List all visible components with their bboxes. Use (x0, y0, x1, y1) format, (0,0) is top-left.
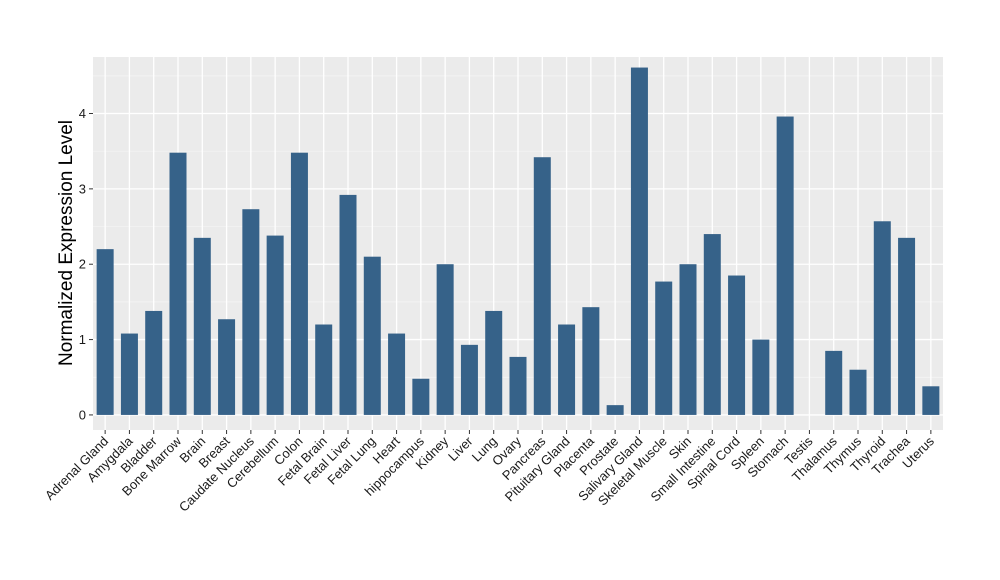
bar-thymus (849, 369, 867, 415)
bar-fetal-brain (315, 324, 333, 415)
bar-skin (679, 264, 697, 415)
bar-thyroid (873, 221, 891, 415)
y-tick-label: 2 (79, 257, 86, 272)
bar-prostate (606, 405, 624, 415)
bar-colon (290, 152, 308, 415)
bar-bone-marrow (169, 152, 187, 415)
y-tick-label: 1 (79, 332, 86, 347)
bar-brain (193, 237, 211, 415)
bar-caudate-nucleus (242, 209, 260, 415)
bar-kidney (436, 264, 454, 415)
bar-ovary (509, 356, 527, 415)
bar-spinal-cord (728, 275, 746, 415)
bar-pancreas (533, 157, 551, 415)
y-tick-label: 4 (79, 106, 86, 121)
bar-fetal-lung (363, 256, 381, 415)
y-axis-title: Normalized Expression Level (56, 120, 77, 366)
bar-cerebellum (266, 235, 284, 415)
bar-stomach (776, 116, 794, 415)
bar-placenta (582, 307, 600, 415)
bar-skeletal-muscle (655, 281, 673, 415)
bars (96, 67, 940, 415)
bar-salivary-gland (630, 67, 648, 415)
y-tick-label: 0 (79, 407, 86, 422)
bar-spleen (752, 339, 770, 415)
bar-heart (388, 333, 406, 415)
bar-thalamus (825, 350, 843, 415)
x-tick-label: Liver (445, 433, 476, 464)
bar-uterus (922, 386, 940, 415)
bar-amygdala (120, 333, 138, 415)
bar-adrenal-gland (96, 249, 114, 415)
bar-fetal-liver (339, 194, 357, 415)
bar-trachea (898, 237, 916, 415)
bar-breast (218, 319, 236, 415)
y-tick-label: 3 (79, 181, 86, 196)
bar-bladder (145, 310, 163, 415)
bar-hippocampus (412, 378, 430, 415)
bar-small-intestine (703, 234, 721, 415)
bar-pituitary-gland (558, 324, 576, 415)
bar-liver (460, 344, 478, 415)
bar-lung (485, 310, 503, 415)
y-axis: 0 1 2 3 4 (79, 106, 93, 422)
